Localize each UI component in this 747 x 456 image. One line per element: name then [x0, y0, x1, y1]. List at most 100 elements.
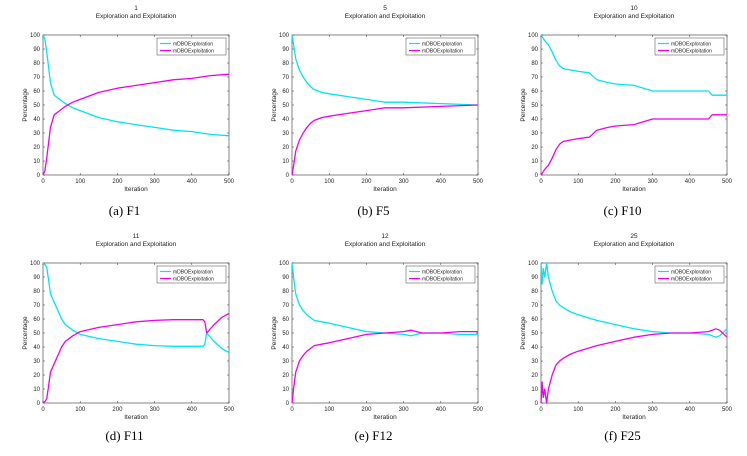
x-tick-label: 500	[722, 407, 733, 413]
legend-exploitation-label: mDBOExploitation	[422, 277, 463, 283]
x-tick-label: 200	[610, 407, 621, 413]
legend-exploration-label: mDBOExploration	[173, 270, 213, 276]
y-tick-label: 50	[33, 103, 40, 109]
y-tick-label: 0	[37, 173, 41, 179]
subplot-f10: 10 Exploration and Exploitation 0 100 200 300…	[498, 0, 747, 228]
legend-exploration-label: mDBOExploration	[422, 42, 462, 48]
y-tick-label: 20	[531, 145, 538, 151]
exploration-line	[540, 262, 728, 338]
x-tick-label: 300	[150, 407, 161, 413]
x-tick-label: 100	[324, 179, 335, 185]
y-axis-label: Percentage	[520, 316, 527, 350]
x-tick-label: 400	[685, 179, 696, 185]
y-tick-label: 80	[282, 61, 289, 67]
x-tick-label: 100	[573, 407, 584, 413]
x-tick-label: 200	[112, 179, 123, 185]
x-tick-label: 200	[361, 407, 372, 413]
chart-title: 11	[133, 233, 140, 240]
y-tick-label: 90	[33, 275, 40, 281]
exploitation-line	[42, 73, 230, 176]
chart-subtitle: Exploration and Exploitation	[96, 13, 177, 20]
chart-title: 5	[383, 5, 387, 12]
y-tick-label: 30	[531, 359, 538, 365]
x-tick-label: 100	[75, 179, 86, 185]
y-axis-label: Percentage	[271, 316, 278, 350]
exploration-line	[42, 34, 230, 137]
y-tick-label: 90	[531, 47, 538, 53]
caption-f25: (f) F25	[604, 428, 641, 443]
subplot-f11: 11 Exploration and Exploitation 0 100 200 300…	[0, 228, 249, 456]
y-tick-label: 100	[528, 261, 539, 267]
legend-exploration-label: mDBOExploration	[671, 42, 711, 48]
y-tick-label: 100	[30, 261, 41, 267]
y-tick-label: 60	[282, 317, 289, 323]
y-tick-label: 70	[531, 75, 538, 81]
y-tick-label: 50	[282, 103, 289, 109]
chart-subtitle: Exploration and Exploitation	[594, 13, 675, 20]
x-tick-label: 100	[75, 407, 86, 413]
y-axis-label: Percentage	[22, 316, 29, 350]
x-tick-label: 200	[361, 179, 372, 185]
x-tick-label: 300	[648, 407, 659, 413]
exploitation-line	[291, 104, 479, 176]
y-tick-label: 40	[282, 345, 289, 351]
x-tick-label: 300	[648, 179, 659, 185]
x-axis-label: Iteration	[124, 186, 148, 193]
x-tick-label: 400	[187, 407, 198, 413]
x-tick-label: 0	[539, 407, 543, 413]
subplot-f12: 12 Exploration and Exploitation 0 100 200 300…	[249, 228, 498, 456]
x-tick-label: 500	[473, 407, 484, 413]
axes-box	[42, 34, 230, 176]
y-tick-label: 10	[531, 387, 538, 393]
y-tick-label: 50	[531, 103, 538, 109]
x-axis-label: Iteration	[622, 414, 646, 421]
x-tick-label: 500	[224, 407, 235, 413]
x-tick-label: 100	[324, 407, 335, 413]
y-tick-label: 20	[282, 145, 289, 151]
legend-box	[405, 265, 476, 284]
y-tick-label: 40	[531, 117, 538, 123]
x-tick-label: 200	[610, 179, 621, 185]
x-tick-label: 400	[685, 407, 696, 413]
x-tick-label: 0	[290, 179, 294, 185]
y-tick-label: 60	[282, 89, 289, 95]
legend-exploitation-label: mDBOExploitation	[173, 277, 214, 283]
legend-exploration-label: mDBOExploration	[422, 270, 462, 276]
x-tick-label: 0	[41, 179, 45, 185]
legend-box	[654, 265, 725, 284]
y-tick-label: 0	[37, 401, 41, 407]
chart-subtitle: Exploration and Exploitation	[594, 241, 675, 248]
exploration-line	[540, 34, 727, 96]
y-tick-label: 0	[286, 401, 290, 407]
y-tick-label: 30	[33, 131, 40, 137]
x-tick-label: 500	[224, 179, 235, 185]
x-axis-label: Iteration	[622, 186, 646, 193]
y-tick-label: 30	[282, 131, 289, 137]
y-axis-label: Percentage	[271, 88, 278, 122]
legend-exploration-label: mDBOExploration	[173, 42, 213, 48]
axes-box	[42, 262, 230, 404]
x-axis-label: Iteration	[124, 414, 148, 421]
y-tick-label: 20	[33, 373, 40, 379]
legend-box	[156, 37, 227, 56]
y-tick-label: 30	[531, 131, 538, 137]
caption-f10: (c) F10	[603, 203, 642, 218]
y-tick-label: 60	[531, 89, 538, 95]
y-tick-label: 80	[531, 289, 538, 295]
y-tick-label: 80	[531, 61, 538, 67]
y-tick-label: 70	[282, 303, 289, 309]
x-tick-label: 0	[290, 407, 294, 413]
y-tick-label: 60	[33, 89, 40, 95]
y-tick-label: 100	[279, 33, 290, 39]
chart-subtitle: Exploration and Exploitation	[345, 13, 426, 20]
y-tick-label: 50	[33, 331, 40, 337]
y-tick-label: 70	[282, 75, 289, 81]
